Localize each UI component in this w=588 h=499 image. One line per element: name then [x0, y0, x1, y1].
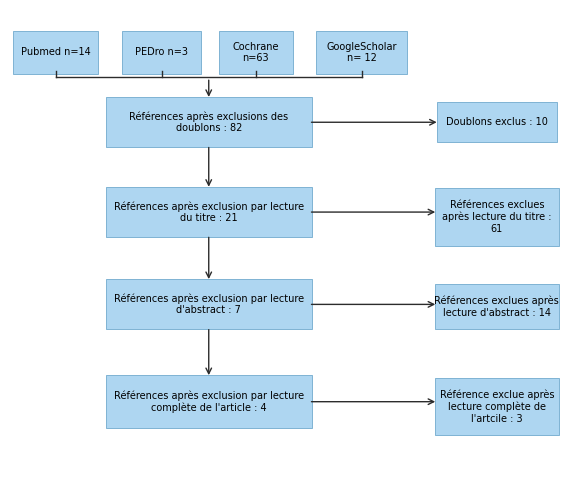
Text: Doublons exclus : 10: Doublons exclus : 10 [446, 117, 548, 127]
FancyBboxPatch shape [13, 31, 99, 73]
Text: GoogleScholar
n= 12: GoogleScholar n= 12 [326, 41, 397, 63]
Text: Références exclues
après lecture du titre :
61: Références exclues après lecture du titr… [442, 200, 552, 234]
FancyBboxPatch shape [316, 31, 407, 73]
Text: Références exclues après
lecture d'abstract : 14: Références exclues après lecture d'abstr… [435, 296, 559, 318]
Text: Références après exclusions des
doublons : 82: Références après exclusions des doublons… [129, 111, 288, 133]
Text: Références après exclusion par lecture
du titre : 21: Références après exclusion par lecture d… [113, 201, 304, 223]
Text: Cochrane
n=63: Cochrane n=63 [232, 41, 279, 63]
Text: Référence exclue après
lecture complète de
l'artcile : 3: Référence exclue après lecture complète … [440, 390, 554, 424]
Text: Pubmed n=14: Pubmed n=14 [21, 47, 91, 57]
FancyBboxPatch shape [106, 97, 312, 147]
FancyBboxPatch shape [106, 376, 312, 428]
FancyBboxPatch shape [106, 279, 312, 329]
FancyBboxPatch shape [106, 187, 312, 237]
FancyBboxPatch shape [435, 189, 559, 246]
FancyBboxPatch shape [436, 102, 557, 142]
FancyBboxPatch shape [435, 378, 559, 435]
Text: Références après exclusion par lecture
complète de l'article : 4: Références après exclusion par lecture c… [113, 390, 304, 413]
FancyBboxPatch shape [122, 31, 201, 73]
FancyBboxPatch shape [435, 284, 559, 329]
Text: Références après exclusion par lecture
d'abstract : 7: Références après exclusion par lecture d… [113, 293, 304, 315]
FancyBboxPatch shape [219, 31, 292, 73]
Text: PEDro n=3: PEDro n=3 [135, 47, 188, 57]
